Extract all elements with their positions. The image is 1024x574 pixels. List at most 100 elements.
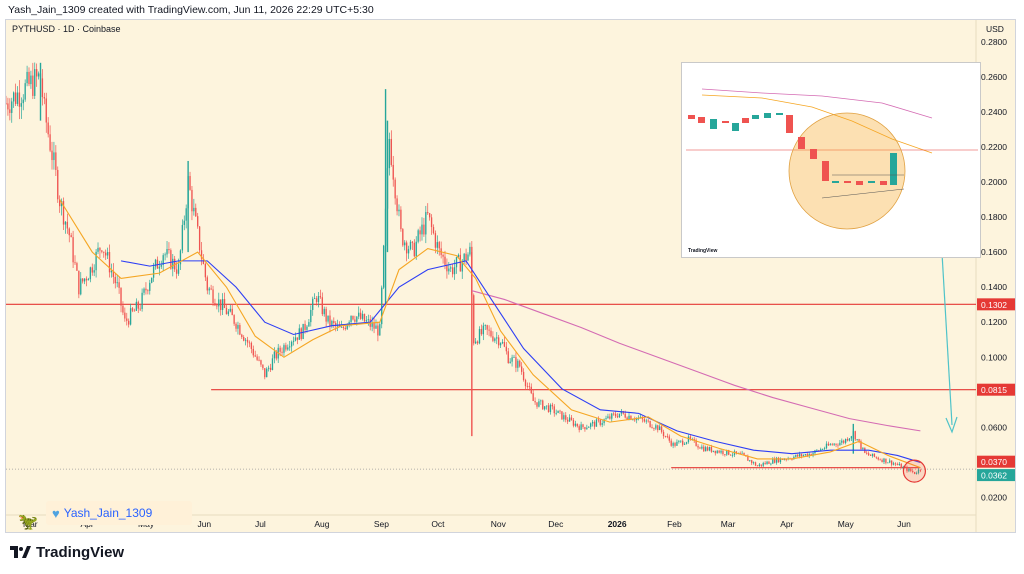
candle-body bbox=[480, 328, 483, 335]
y-tick-label: 0.0600 bbox=[981, 422, 1007, 432]
candle-body bbox=[321, 297, 323, 315]
candle-body bbox=[78, 270, 80, 295]
candle-body bbox=[170, 250, 172, 269]
candle-body bbox=[87, 279, 90, 281]
candle-body bbox=[262, 364, 264, 369]
candle-body bbox=[749, 460, 751, 462]
candle-body bbox=[304, 323, 306, 330]
candle-body bbox=[340, 326, 343, 328]
candle-body bbox=[218, 299, 220, 307]
candle-body bbox=[101, 250, 103, 252]
candle-body bbox=[570, 417, 573, 421]
candle-body bbox=[76, 263, 78, 271]
candle-body bbox=[509, 361, 511, 364]
currency-label: USD bbox=[986, 24, 1004, 34]
candle-body bbox=[290, 341, 293, 347]
candle-body bbox=[561, 411, 563, 420]
candle-body bbox=[220, 299, 222, 310]
candle-body bbox=[442, 254, 444, 257]
candle-body bbox=[770, 463, 772, 465]
candle-body bbox=[204, 263, 207, 278]
candle-body bbox=[425, 212, 427, 235]
candle-body bbox=[241, 334, 243, 338]
candle-body bbox=[810, 453, 812, 456]
candle-body bbox=[628, 415, 630, 420]
candle-body bbox=[210, 288, 212, 290]
candle-body bbox=[185, 208, 187, 221]
candle-body bbox=[854, 431, 856, 440]
candle-body bbox=[428, 213, 431, 218]
candle-body bbox=[871, 453, 874, 456]
candle-body bbox=[193, 207, 195, 212]
candle-body bbox=[526, 386, 529, 387]
ma-mid-line bbox=[120, 260, 921, 463]
candle-body bbox=[616, 416, 619, 418]
candle-body bbox=[511, 357, 513, 362]
y-tick-label: 0.2800 bbox=[981, 37, 1007, 47]
candle-body bbox=[643, 419, 646, 422]
candle-body bbox=[189, 176, 191, 190]
candle-body bbox=[785, 459, 787, 461]
candle-body bbox=[323, 308, 325, 315]
inset-chart bbox=[686, 83, 978, 238]
inset-ma-slow bbox=[701, 88, 933, 119]
candle-body bbox=[149, 282, 151, 291]
candle-body bbox=[271, 358, 274, 370]
candle-body bbox=[116, 282, 118, 284]
candle-body bbox=[392, 164, 394, 180]
candle-body bbox=[208, 288, 210, 291]
candle-body bbox=[118, 282, 120, 288]
inset-candle bbox=[880, 181, 887, 185]
candle-body bbox=[764, 463, 766, 464]
candle-body bbox=[593, 421, 596, 427]
candle-body bbox=[873, 453, 876, 457]
candle-body bbox=[912, 471, 914, 472]
y-tick-label: 0.2400 bbox=[981, 107, 1007, 117]
candle-body bbox=[338, 324, 341, 328]
x-tick-label: 2026 bbox=[608, 519, 627, 529]
candle-body bbox=[461, 261, 463, 272]
candle-body bbox=[766, 461, 768, 464]
candle-body bbox=[660, 426, 663, 432]
candle-body bbox=[7, 103, 9, 110]
candle-body bbox=[545, 405, 548, 407]
candle-body bbox=[313, 298, 316, 300]
candle-body bbox=[760, 464, 762, 466]
candle-body bbox=[36, 69, 38, 77]
candle-body bbox=[235, 323, 237, 329]
candle-body bbox=[26, 71, 28, 84]
candle-body bbox=[735, 451, 738, 454]
candle-body bbox=[89, 267, 92, 280]
candle-body bbox=[200, 250, 203, 259]
candle-body bbox=[806, 454, 808, 457]
candle-body bbox=[630, 415, 632, 420]
candle-body bbox=[256, 356, 258, 360]
x-tick-label: Jun bbox=[197, 519, 211, 529]
candle-body bbox=[649, 420, 651, 428]
candle-body bbox=[348, 321, 350, 325]
candle-body bbox=[613, 413, 615, 415]
candle-body bbox=[427, 212, 429, 214]
candle-body bbox=[354, 319, 356, 322]
candle-body bbox=[634, 419, 636, 421]
candle-body bbox=[30, 75, 32, 85]
x-tick-label: Aug bbox=[314, 519, 329, 529]
candle-body bbox=[793, 456, 795, 460]
candle-body bbox=[319, 296, 322, 298]
price-axis-bg bbox=[976, 20, 1015, 532]
candle-body bbox=[532, 393, 534, 401]
candle-body bbox=[833, 443, 835, 445]
candle-body bbox=[11, 101, 13, 113]
candle-body bbox=[867, 453, 870, 456]
candle-body bbox=[237, 325, 239, 329]
candle-body bbox=[402, 229, 404, 246]
candle-body bbox=[45, 98, 47, 123]
candle-body bbox=[135, 301, 138, 311]
candle-body bbox=[885, 458, 887, 463]
candle-body bbox=[53, 152, 55, 161]
candle-body bbox=[536, 402, 538, 407]
y-tick-label: 0.2600 bbox=[981, 72, 1007, 82]
candle-body bbox=[405, 242, 408, 254]
chart-area[interactable]: PYTHUSD · 1D · CoinbaseUSD0.02000.04000.… bbox=[5, 19, 1016, 533]
candle-body bbox=[739, 452, 741, 454]
